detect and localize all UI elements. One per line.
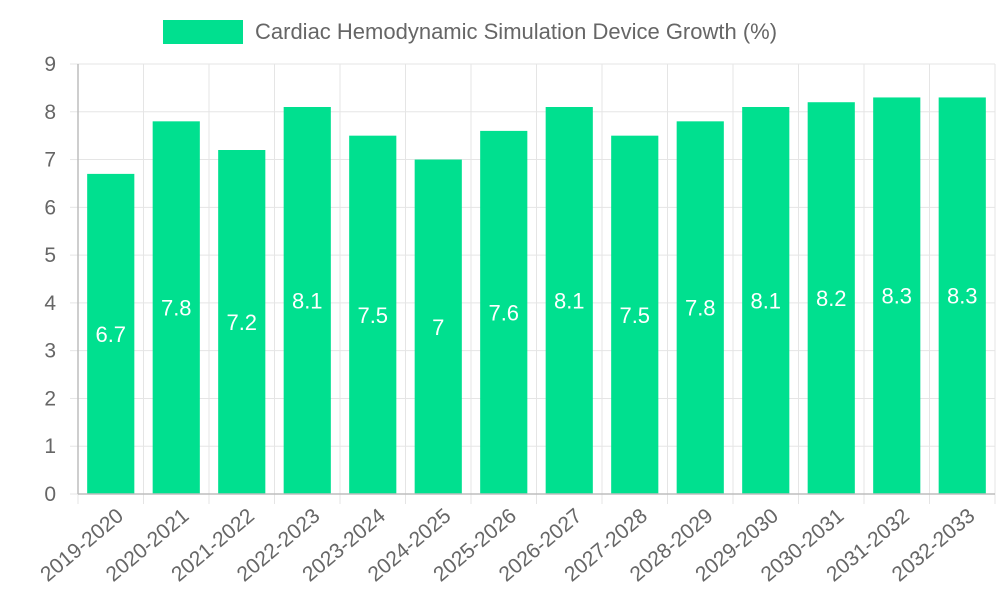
- y-tick-label: 9: [44, 53, 56, 76]
- bar[interactable]: [676, 121, 724, 494]
- bar-value-label: 7.5: [357, 303, 388, 328]
- bars: [87, 97, 986, 495]
- bar[interactable]: [218, 150, 266, 494]
- bar-value-label: 7.2: [226, 310, 257, 335]
- y-tick-label: 4: [44, 292, 56, 315]
- bar-value-label: 7: [432, 315, 444, 340]
- bar[interactable]: [807, 102, 855, 494]
- bar-value-labels: 6.7 7.8 7.2 8.1 7.5 7 7.6 8.1 7.5 7.8 8.1 8.2 8.3 8.3: [95, 284, 977, 347]
- legend-swatch: [163, 20, 243, 44]
- y-tick-label: 5: [44, 244, 56, 267]
- bar[interactable]: [152, 121, 200, 494]
- bar-value-label: 8.3: [947, 284, 978, 309]
- bar[interactable]: [283, 107, 331, 494]
- bar-value-label: 8.1: [292, 289, 323, 314]
- x-axis-ticks: 2019-20202020-20212021-20222022-20232023…: [36, 504, 979, 586]
- bar-value-label: 8.1: [750, 289, 781, 314]
- bar-value-label: 7.6: [488, 300, 519, 325]
- grid-lines: [77, 63, 996, 504]
- bar[interactable]: [414, 159, 462, 495]
- legend-label: Cardiac Hemodynamic Simulation Device Gr…: [255, 19, 777, 44]
- y-tick-label: 7: [44, 149, 56, 172]
- bar[interactable]: [480, 130, 528, 494]
- legend[interactable]: Cardiac Hemodynamic Simulation Device Gr…: [163, 19, 777, 44]
- y-tick-label: 3: [44, 340, 56, 363]
- bar[interactable]: [349, 135, 397, 494]
- bar[interactable]: [545, 107, 593, 494]
- bar-value-label: 7.5: [619, 303, 650, 328]
- bar-value-label: 7.8: [161, 296, 192, 321]
- bar[interactable]: [938, 97, 986, 494]
- bar-value-label: 6.7: [95, 322, 126, 347]
- y-axis-ticks: 0 1 2 3 4 5 6 7 8 9: [44, 53, 78, 506]
- bar[interactable]: [87, 173, 135, 494]
- y-tick-label: 0: [44, 483, 56, 506]
- bar-value-label: 8.1: [554, 289, 585, 314]
- bar-value-label: 8.3: [881, 284, 912, 309]
- y-tick-label: 6: [44, 196, 56, 219]
- axes: [77, 64, 995, 495]
- bar[interactable]: [873, 97, 921, 494]
- bar-value-label: 8.2: [816, 286, 847, 311]
- bar-value-label: 7.8: [685, 296, 716, 321]
- y-tick-label: 2: [44, 387, 56, 410]
- bar[interactable]: [611, 135, 659, 494]
- y-tick-label: 1: [44, 435, 56, 458]
- bar[interactable]: [742, 107, 790, 494]
- y-tick-label: 8: [44, 101, 56, 124]
